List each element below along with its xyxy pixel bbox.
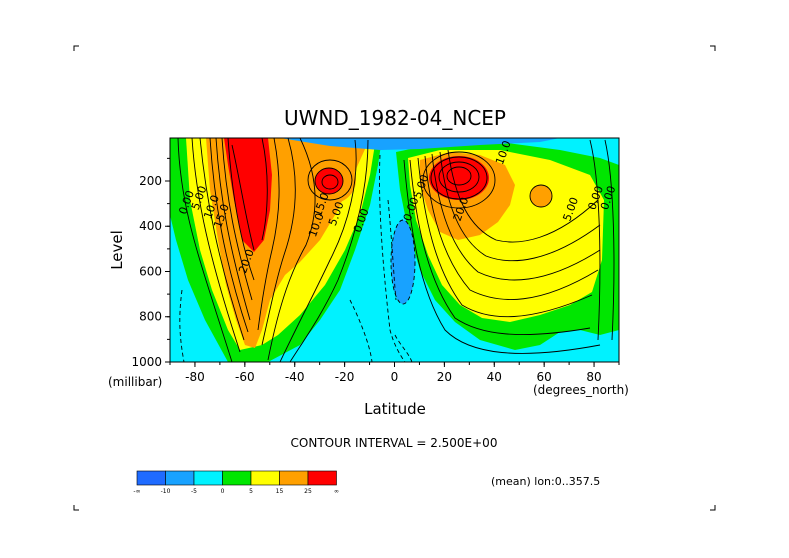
sh-red-core <box>224 138 272 252</box>
colorbar-label: ∞ <box>334 488 339 495</box>
negative-contour-lines <box>179 154 416 362</box>
y-tick-label: 400 <box>139 219 162 233</box>
colorbar-label: -10 <box>161 488 171 495</box>
stratosphere-blue-band <box>280 138 560 150</box>
x-tick-label: 40 <box>487 370 502 384</box>
x-tick-label: 0 <box>391 370 399 384</box>
nh-secondary-orange <box>530 185 552 207</box>
y-axis-ticks: 200 400 600 800 1000 <box>131 157 170 369</box>
equatorial-blue-cell <box>391 220 415 304</box>
colorbar-swatch <box>193 470 223 486</box>
footer-note: (mean) lon:0..357.5 <box>491 475 600 488</box>
colorbar-swatch <box>222 470 252 486</box>
colorbar-label: 5 <box>249 488 253 495</box>
x-tick-label: -80 <box>185 370 205 384</box>
x-tick-label: 60 <box>537 370 552 384</box>
contour-field <box>170 138 619 362</box>
contour-lines <box>177 138 615 362</box>
y-tick-label: 200 <box>139 174 162 188</box>
y-tick-label: 600 <box>139 264 162 278</box>
colorbar-swatch <box>250 470 280 486</box>
colorbar-label: 15 <box>276 488 284 495</box>
colorbar-label: -5 <box>191 488 197 495</box>
colorbar-swatch <box>136 470 166 486</box>
x-axis-label: Latitude <box>364 400 426 418</box>
chart-title: UWND_1982-04_NCEP <box>284 106 506 130</box>
x-axis-ticks: -80 -60 -40 -20 0 20 40 60 80 <box>169 362 620 384</box>
sh-subtropical-red <box>315 168 343 194</box>
x-tick-label: -60 <box>235 370 255 384</box>
x-tick-label: 80 <box>586 370 601 384</box>
colorbar-swatch <box>307 470 337 486</box>
contour-interval-note: CONTOUR INTERVAL = 2.500E+00 <box>291 436 498 450</box>
y-unit-label: (millibar) <box>108 375 162 389</box>
colorbar: -∞ -10 -5 0 5 15 25 ∞ <box>133 470 339 495</box>
x-tick-label: -20 <box>335 370 355 384</box>
colorbar-label: -∞ <box>133 488 140 495</box>
colorbar-swatch <box>279 470 309 486</box>
colorbar-label: 25 <box>304 488 312 495</box>
corner-marks <box>73 45 716 511</box>
x-tick-label: 20 <box>437 370 452 384</box>
y-axis-label: Level <box>108 230 126 270</box>
x-unit-label: (degrees_north) <box>533 383 629 397</box>
y-tick-label: 800 <box>139 310 162 324</box>
colorbar-swatch <box>165 470 195 486</box>
colorbar-label: 0 <box>221 488 225 495</box>
y-tick-label: 1000 <box>131 355 162 369</box>
x-tick-label: -40 <box>285 370 305 384</box>
